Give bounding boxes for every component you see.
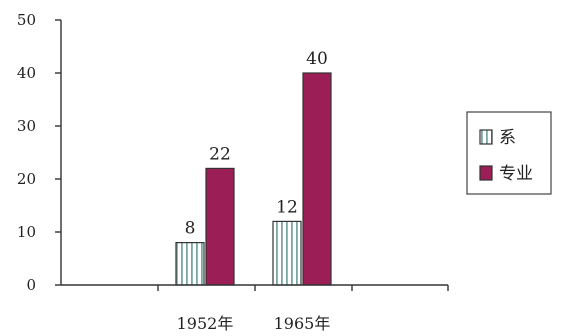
legend-label-series-1: 专业 [499,164,533,184]
legend: 系 专业 [466,111,552,195]
data-label: 40 [306,49,328,69]
x-axis-ticks [157,285,449,291]
data-labels: 8 22 12 40 [185,49,328,239]
bar-xi-1 [272,220,302,286]
y-axis-ticks: 0 10 20 30 40 50 [17,11,61,294]
data-label: 12 [276,197,298,217]
data-label: 8 [185,219,196,239]
legend-swatch-series-0 [479,129,493,145]
y-tick-label: 10 [17,223,36,241]
legend-swatch-series-1 [479,165,493,181]
y-tick-label: 40 [17,64,36,82]
y-tick-label: 0 [26,276,36,294]
category-label: 1952年 [177,314,234,333]
legend-label-series-0: 系 [499,128,516,148]
y-tick-label: 20 [17,170,36,188]
bar-xi-0 [175,242,205,286]
data-label: 22 [209,144,231,164]
category-label: 1965年 [274,314,331,333]
y-tick-label: 30 [17,117,36,135]
category-labels: 1952年 1965年 [177,314,331,333]
y-tick-label: 50 [17,11,36,29]
bars [175,72,332,286]
bar-zhuanye-0 [205,167,235,286]
bar-zhuanye-1 [302,72,332,286]
